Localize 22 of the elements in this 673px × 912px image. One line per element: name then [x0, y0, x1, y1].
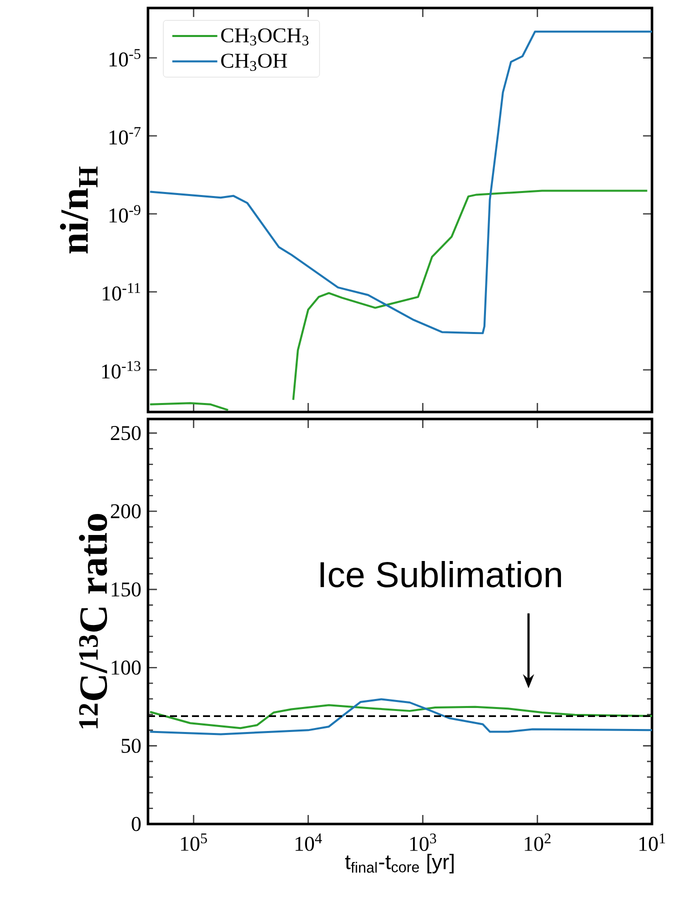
y-tick-label: 200 [110, 504, 141, 518]
legend-label: CH$_{3}$OH [221, 54, 288, 71]
x-axis-title: t$_{final}$-t$_{core}$ [yr] [345, 854, 454, 874]
y-tick-label: 100 [112, 660, 141, 675]
y-tick-label: 10$^{-5}$ [110, 49, 140, 67]
y-tick-label: 150 [112, 582, 141, 597]
y-tick-label: 10$^{-11}$ [102, 283, 140, 301]
y-tick-label: 50 [122, 738, 141, 753]
y-tick-label: 250 [110, 426, 141, 440]
y-tick-label: 10$^{-9}$ [110, 205, 140, 223]
x-tick-label: 10$^{3}$ [410, 834, 436, 851]
x-tick-label: 10$^{1}$ [639, 834, 666, 851]
y-axis-title: $^{12}$C/$^{13}$C ratio [78, 514, 108, 728]
legend-label: CH$_{3}$OCH$_{3}$ [221, 28, 308, 46]
y-axis-title: ni/n$_{H}$ [60, 166, 98, 254]
y-tick-label: 10$^{-7}$ [110, 127, 141, 145]
x-tick-label: 10$^{4}$ [296, 834, 322, 851]
y-tick-label: 10$^{-13}$ [102, 361, 140, 379]
x-tick-label: 10$^{5}$ [181, 834, 207, 851]
x-tick-label: 10$^{2}$ [524, 834, 551, 851]
y-tick-label: 0 [132, 816, 141, 832]
annotation: Ice Sublimation [320, 560, 561, 588]
